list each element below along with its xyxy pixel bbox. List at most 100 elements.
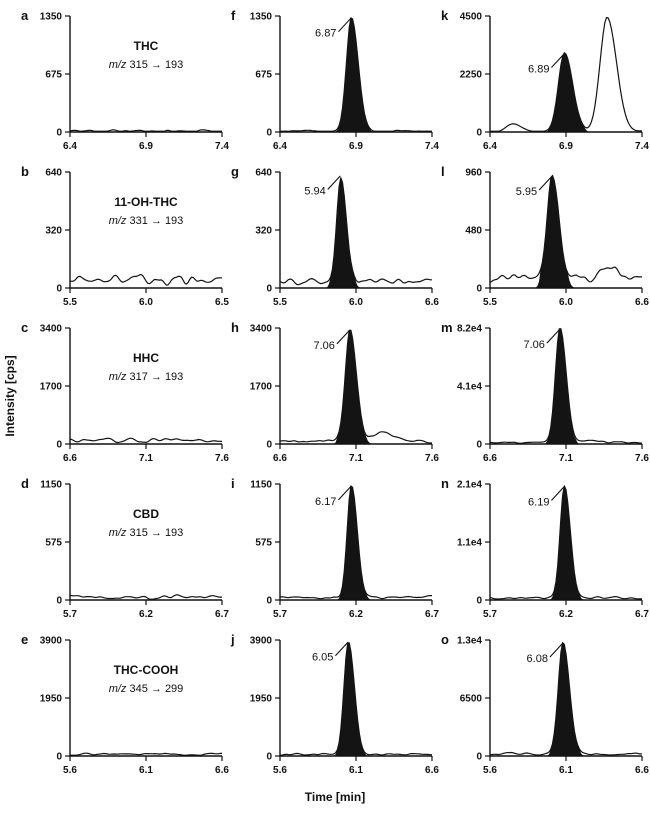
panel-letter: e bbox=[21, 632, 28, 647]
peak-fill bbox=[490, 52, 642, 132]
axis-lines bbox=[279, 172, 432, 289]
peak-fill bbox=[280, 330, 432, 444]
x-tick-label: 6.7 bbox=[215, 609, 229, 620]
x-tick-label: 6.1 bbox=[349, 765, 363, 776]
y-tick-label: 0 bbox=[476, 440, 482, 451]
panel-letter: a bbox=[21, 8, 29, 23]
y-tick-label: 575 bbox=[45, 538, 62, 549]
peak-fill bbox=[490, 175, 642, 288]
x-tick-label: 6.1 bbox=[139, 765, 153, 776]
chromatogram-trace bbox=[69, 273, 222, 286]
x-tick-label: 5.7 bbox=[63, 609, 77, 620]
chromatogram-trace bbox=[69, 594, 222, 600]
panel-letter: j bbox=[230, 632, 235, 647]
x-tick-label: 7.6 bbox=[425, 453, 439, 464]
panel-m: 8.2e4 4.1e4 06.6 7.1 7.6 m 7.06 bbox=[441, 320, 649, 464]
mz-values: 317 → 193 bbox=[126, 371, 183, 383]
y-tick-label: 4.1e4 bbox=[457, 382, 482, 393]
y-tick-label: 0 bbox=[266, 752, 272, 763]
mz-transition: m/z 315 → 193 bbox=[109, 59, 184, 71]
x-tick-label: 6.9 bbox=[139, 141, 153, 152]
panel-letter: f bbox=[231, 8, 236, 23]
panel-letter: b bbox=[21, 164, 29, 179]
panel-b: 640 320 05.5 6.0 6.5 b 11-OH-THC m/z 331 → 193 bbox=[21, 164, 229, 308]
chromatogram-trace bbox=[280, 642, 432, 756]
mz-transition: m/z 315 → 193 bbox=[109, 527, 184, 539]
x-tick-label: 7.4 bbox=[215, 141, 229, 152]
y-tick-label: 0 bbox=[56, 128, 62, 139]
panel-letter: l bbox=[441, 164, 445, 179]
x-tick-label: 6.7 bbox=[425, 609, 439, 620]
x-tick-label: 7.6 bbox=[635, 453, 649, 464]
y-tick-label: 0 bbox=[476, 128, 482, 139]
y-tick-label: 675 bbox=[45, 70, 62, 81]
panel-j: 3900 1950 05.6 6.1 6.6 j 6.05 bbox=[230, 632, 439, 776]
y-tick-label: 575 bbox=[255, 538, 272, 549]
y-tick-label: 1950 bbox=[250, 694, 273, 705]
mz-prefix: m/z bbox=[109, 215, 127, 227]
x-tick-label: 7.4 bbox=[635, 141, 649, 152]
rt-leader-line bbox=[334, 641, 349, 657]
rt-label: 6.87 bbox=[315, 28, 336, 40]
rt-label: 7.06 bbox=[313, 340, 334, 352]
x-tick-label: 7.1 bbox=[559, 453, 573, 464]
y-tick-label: 0 bbox=[476, 596, 482, 607]
rt-leader-line bbox=[338, 17, 352, 33]
y-tick-label: 0 bbox=[56, 284, 62, 295]
rt-leader-line bbox=[549, 643, 563, 658]
x-tick-label: 6.2 bbox=[559, 609, 573, 620]
y-tick-label: 0 bbox=[56, 596, 62, 607]
y-tick-label: 3900 bbox=[40, 636, 63, 647]
panel-e: 3900 1950 05.6 6.1 6.6 e THC-COOH m/z 345 → 299 bbox=[21, 632, 229, 776]
chromatogram-trace bbox=[69, 129, 222, 132]
panel-n: 2.1e4 1.1e4 05.7 6.2 6.7 n 6.19 bbox=[441, 476, 649, 620]
compound-name: THC bbox=[134, 39, 159, 53]
rt-label: 6.05 bbox=[312, 652, 333, 664]
x-tick-label: 7.4 bbox=[425, 141, 439, 152]
x-tick-label: 6.6 bbox=[635, 765, 649, 776]
y-tick-label: 1350 bbox=[250, 12, 273, 23]
compound-name: 11-OH-THC bbox=[114, 195, 178, 209]
rt-label: 7.06 bbox=[523, 339, 544, 351]
y-tick-label: 1700 bbox=[250, 382, 273, 393]
y-tick-label: 3900 bbox=[250, 636, 273, 647]
mz-values: 345 → 299 bbox=[126, 683, 183, 695]
y-axis-title: Intensity [cps] bbox=[3, 355, 17, 437]
x-axis-title: Time [min] bbox=[304, 790, 366, 804]
panel-o: 1.3e4 6500 05.6 6.1 6.6 o 6.08 bbox=[441, 632, 649, 776]
y-tick-label: 2.1e4 bbox=[457, 480, 482, 491]
panel-d: 1150 575 05.7 6.2 6.7 d CBD m/z 315 → 193 bbox=[21, 476, 229, 620]
x-tick-label: 5.6 bbox=[273, 765, 287, 776]
panel-a: 1350 675 06.4 6.9 7.4 a THC m/z 315 → 193 bbox=[21, 8, 229, 152]
rt-leader-line bbox=[551, 53, 565, 68]
panel-h: 3400 1700 06.6 7.1 7.6 h 7.06 bbox=[231, 320, 439, 464]
x-tick-label: 5.7 bbox=[483, 609, 497, 620]
y-tick-label: 0 bbox=[266, 596, 272, 607]
y-tick-label: 6500 bbox=[460, 694, 483, 705]
peak-fill bbox=[490, 485, 642, 600]
chromatogram-trace bbox=[489, 174, 642, 284]
x-tick-label: 6.6 bbox=[63, 453, 77, 464]
y-tick-label: 3400 bbox=[250, 324, 273, 335]
y-tick-label: 1150 bbox=[40, 480, 62, 491]
x-tick-label: 6.6 bbox=[273, 453, 287, 464]
x-tick-label: 5.5 bbox=[483, 297, 497, 308]
y-tick-label: 675 bbox=[255, 70, 272, 81]
peak-fill bbox=[280, 486, 432, 600]
mz-transition: m/z 345 → 299 bbox=[109, 683, 184, 695]
rt-leader-line bbox=[336, 329, 350, 345]
y-tick-label: 0 bbox=[56, 440, 62, 451]
axis-lines bbox=[69, 640, 222, 757]
chromatogram-trace bbox=[69, 437, 222, 444]
y-tick-label: 0 bbox=[56, 752, 62, 763]
panel-f: 1350 675 06.4 6.9 7.4 f 6.87 bbox=[231, 8, 439, 152]
x-tick-label: 5.5 bbox=[273, 297, 287, 308]
chromatogram-trace bbox=[279, 485, 432, 600]
x-tick-label: 5.6 bbox=[63, 765, 77, 776]
x-tick-label: 6.4 bbox=[483, 141, 497, 152]
x-tick-label: 6.6 bbox=[635, 297, 649, 308]
compound-name: THC-COOH bbox=[114, 663, 179, 677]
mz-prefix: m/z bbox=[109, 527, 127, 539]
x-tick-label: 6.2 bbox=[349, 609, 363, 620]
